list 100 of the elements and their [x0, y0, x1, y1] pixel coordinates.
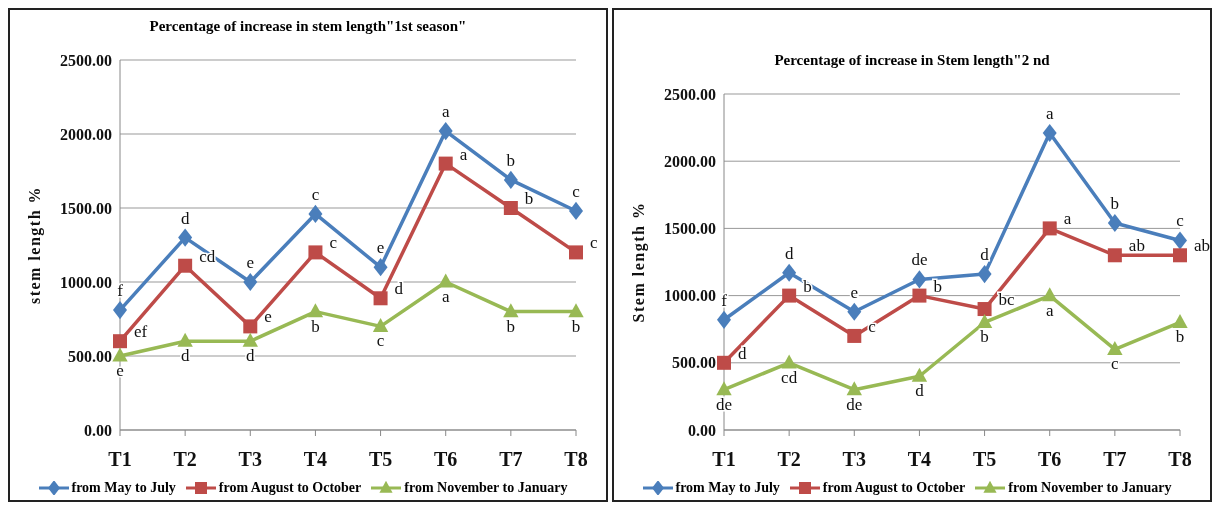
- data-label: b: [311, 316, 320, 336]
- data-label: b: [506, 150, 516, 170]
- data-label: c: [590, 233, 598, 253]
- point: [781, 354, 797, 369]
- point: [976, 314, 993, 329]
- point: [568, 303, 584, 318]
- point: [911, 367, 928, 382]
- data-label: b: [933, 276, 942, 296]
- data-label: de: [846, 394, 863, 414]
- data-label: c: [572, 181, 581, 201]
- data-label: b: [1175, 327, 1185, 347]
- point: [438, 121, 453, 141]
- data-label: ef: [134, 322, 148, 342]
- data-label: d: [180, 208, 190, 228]
- point: [1107, 340, 1123, 355]
- x-tick-label: T3: [238, 448, 262, 471]
- point: [1172, 314, 1188, 329]
- data-label: e: [376, 238, 385, 258]
- data-label: d: [394, 279, 404, 299]
- x-tick-label: T5: [368, 448, 393, 471]
- point: [847, 328, 862, 343]
- point: [242, 332, 258, 347]
- point: [912, 288, 927, 303]
- point: [1173, 248, 1187, 263]
- y-tick-label: 500.00: [68, 347, 112, 365]
- x-tick-label: T8: [564, 448, 588, 471]
- point: [717, 355, 731, 370]
- data-label: b: [506, 316, 516, 336]
- point: [112, 347, 128, 362]
- data-label: a: [1045, 103, 1054, 123]
- point: [503, 170, 518, 189]
- point: [243, 319, 258, 334]
- data-label: f: [117, 281, 124, 301]
- legend-label: from August to October: [218, 480, 362, 496]
- point: [716, 381, 732, 396]
- legend-label: from August to October: [822, 480, 966, 496]
- point: [977, 302, 992, 317]
- data-label: c: [311, 184, 320, 204]
- x-tick-label: T3: [842, 448, 866, 471]
- point: [178, 228, 193, 247]
- legend-label: from November to January: [1008, 480, 1172, 496]
- x-tick-label: T7: [499, 448, 523, 471]
- y-axis-title: Stem length %: [629, 201, 648, 323]
- x-tick-label: T4: [303, 448, 328, 471]
- point: [503, 303, 519, 318]
- point: [569, 245, 583, 260]
- data-label: c: [376, 331, 385, 351]
- point: [372, 318, 389, 332]
- point: [1107, 248, 1122, 263]
- chart-title: Percentage of increase in stem length"1st season": [148, 18, 468, 36]
- data-label: b: [1110, 194, 1120, 214]
- point: [177, 332, 193, 347]
- y-tick-label: 1500.00: [60, 199, 112, 217]
- data-label: a: [459, 144, 468, 164]
- data-label: b: [980, 327, 989, 347]
- data-label: d: [980, 245, 990, 265]
- point: [569, 201, 583, 221]
- legend-label: from May to July: [675, 480, 780, 496]
- x-tick-label: T8: [1168, 448, 1192, 471]
- point: [782, 263, 797, 282]
- point: [308, 245, 323, 260]
- point: [113, 301, 127, 320]
- point: [1042, 287, 1058, 302]
- y-tick-label: 0.00: [688, 421, 716, 439]
- point: [717, 310, 731, 329]
- data-label: b: [571, 316, 581, 336]
- y-tick-label: 2000.00: [60, 125, 112, 143]
- data-label: ab: [1194, 236, 1211, 256]
- point: [847, 302, 862, 321]
- y-tick-label: 500.00: [672, 354, 716, 372]
- x-tick-label: T6: [1038, 448, 1062, 471]
- data-label: c: [329, 233, 338, 253]
- point: [1042, 123, 1057, 143]
- data-label: f: [721, 290, 728, 310]
- data-label: d: [915, 381, 925, 401]
- y-tick-label: 0.00: [84, 421, 112, 439]
- point: [977, 265, 992, 284]
- data-label: b: [524, 189, 534, 208]
- data-label: de: [911, 250, 928, 270]
- legend-label: from May to July: [71, 480, 176, 496]
- y-tick-label: 1500.00: [664, 220, 716, 238]
- data-label: e: [264, 307, 272, 327]
- chart-title: Percentage of increase in Stem length"2 nd: [773, 52, 1051, 70]
- point: [503, 201, 518, 215]
- y-tick-label: 2500.00: [60, 51, 112, 69]
- x-tick-label: T1: [108, 448, 132, 471]
- point: [307, 303, 324, 318]
- data-label: d: [784, 243, 794, 263]
- data-label: de: [715, 394, 733, 414]
- y-tick-label: 1000.00: [664, 287, 716, 305]
- x-tick-label: T1: [712, 448, 736, 471]
- point: [438, 273, 454, 288]
- point: [373, 291, 388, 306]
- data-label: d: [246, 346, 256, 366]
- x-tick-label: T2: [173, 448, 197, 471]
- data-label: ab: [1128, 236, 1145, 256]
- data-label: c: [1176, 211, 1185, 231]
- point: [308, 204, 323, 224]
- data-label: e: [850, 282, 859, 302]
- y-tick-label: 2500.00: [664, 85, 716, 103]
